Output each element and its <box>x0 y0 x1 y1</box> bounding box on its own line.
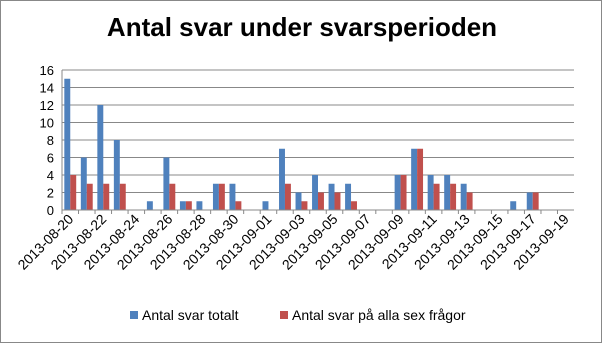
bar <box>411 148 418 210</box>
bar <box>444 175 451 210</box>
bar <box>301 201 308 210</box>
y-tick-label: 10 <box>40 116 54 131</box>
bar <box>229 183 236 210</box>
legend-swatch <box>280 311 288 319</box>
y-tick-label: 2 <box>47 186 54 201</box>
bar <box>196 201 203 210</box>
bar <box>284 183 291 210</box>
bar <box>97 105 104 210</box>
bar <box>185 201 192 210</box>
bar <box>262 201 269 210</box>
bar <box>394 175 401 210</box>
bar <box>103 183 110 210</box>
bar <box>212 183 219 210</box>
legend-label: Antal svar på alla sex frågor <box>292 307 466 323</box>
bar <box>163 157 170 210</box>
bar <box>218 183 225 210</box>
y-tick-label: 8 <box>47 133 54 148</box>
bar <box>466 192 473 210</box>
bar <box>113 140 120 210</box>
y-tick-label: 16 <box>40 63 54 78</box>
bar <box>526 192 533 210</box>
bar <box>334 192 341 210</box>
bar <box>295 192 302 210</box>
bar <box>70 175 77 210</box>
legend-label: Antal svar totalt <box>142 307 239 323</box>
bar <box>460 183 467 210</box>
bar <box>400 175 407 210</box>
bar <box>235 201 242 210</box>
bar <box>179 201 186 210</box>
bar <box>312 175 318 210</box>
bar <box>328 183 335 210</box>
bar <box>433 183 440 210</box>
bar <box>351 201 357 210</box>
y-tick-label: 6 <box>47 151 54 166</box>
y-tick-label: 4 <box>47 168 54 183</box>
bar <box>80 157 87 210</box>
bar <box>146 201 153 210</box>
y-tick-label: 14 <box>40 81 54 96</box>
bar <box>417 148 424 210</box>
bar <box>119 183 126 210</box>
bar <box>279 148 285 210</box>
bar <box>86 183 93 210</box>
y-tick-label: 12 <box>40 98 54 113</box>
bar <box>345 183 352 210</box>
legend-swatch <box>130 311 138 319</box>
bar <box>169 183 176 210</box>
bar <box>427 175 434 210</box>
bar <box>510 201 517 210</box>
bar <box>318 192 324 210</box>
bar <box>450 183 457 210</box>
bar <box>532 192 539 210</box>
chart-title: Antal svar under svarsperioden <box>107 12 497 42</box>
y-tick-label: 0 <box>47 203 54 218</box>
bar <box>64 78 71 210</box>
